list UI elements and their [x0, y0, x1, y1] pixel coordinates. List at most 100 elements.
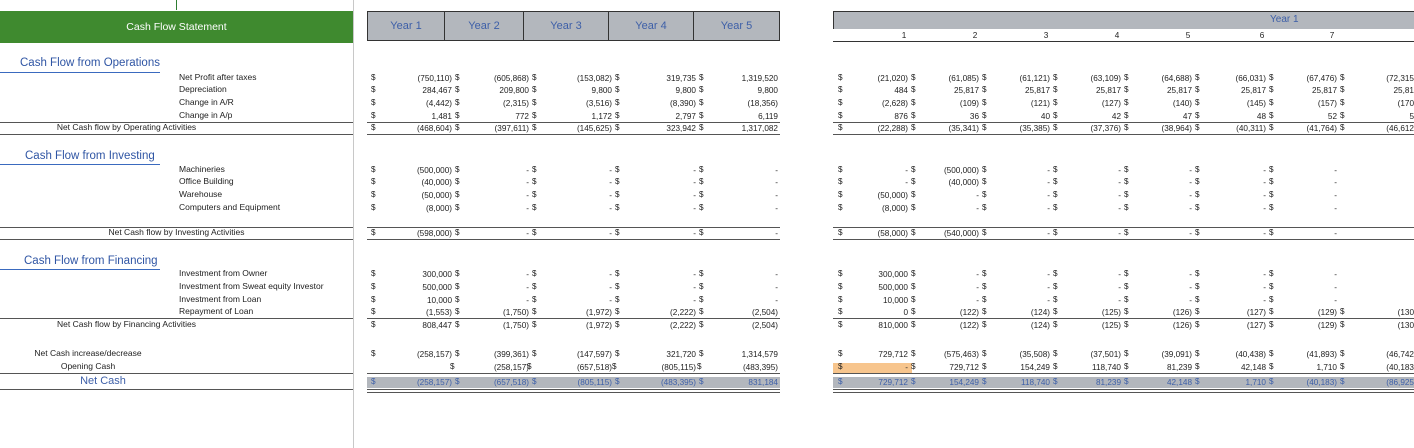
column-divider: [353, 0, 354, 448]
currency-symbol: $: [699, 349, 704, 358]
currency-symbol: $: [699, 165, 704, 174]
monthly-value: 48: [1256, 112, 1266, 121]
annual-value: (258,157): [416, 350, 452, 359]
monthly-value: (67,476): [1306, 74, 1338, 83]
row-label-inv_owner: Investment from Owner: [179, 268, 268, 278]
currency-symbol: $: [1269, 282, 1274, 291]
annual-value: -: [609, 166, 612, 175]
currency-symbol: $: [615, 190, 620, 199]
monthly-value: 47: [1182, 112, 1192, 121]
annual-value: -: [526, 191, 529, 200]
currency-symbol: $: [1269, 111, 1274, 120]
monthly-value: -: [1118, 204, 1121, 213]
currency-symbol: $: [615, 307, 620, 316]
annual-value: -: [775, 178, 778, 187]
currency-symbol: $: [450, 362, 455, 371]
currency-symbol: $: [1124, 203, 1129, 212]
currency-symbol: $: [982, 85, 987, 94]
currency-symbol: $: [1269, 73, 1274, 82]
currency-symbol: $: [1195, 295, 1200, 304]
currency-symbol: $: [455, 307, 460, 316]
annual-value: (1,972): [586, 308, 612, 317]
currency-symbol: $: [1269, 85, 1274, 94]
currency-symbol: $: [455, 228, 460, 237]
monthly-value: (122): [959, 308, 979, 317]
monthly-value: -: [1189, 270, 1192, 279]
annual-value: -: [775, 204, 778, 213]
row-border: [367, 122, 780, 123]
currency-symbol: $: [371, 85, 376, 94]
annual-value: (468,604): [416, 124, 452, 133]
monthly-value: (61,085): [948, 74, 980, 83]
currency-symbol: $: [1053, 269, 1058, 278]
monthly-value: 25,817: [1024, 86, 1050, 95]
row-border: [833, 239, 1414, 240]
currency-symbol: $: [371, 73, 376, 82]
currency-symbol: $: [615, 111, 620, 120]
monthly-value: -: [1334, 166, 1337, 175]
monthly-value: -: [1334, 204, 1337, 213]
currency-symbol: $: [371, 282, 376, 291]
month-header-underline: [833, 41, 1414, 42]
monthly-value: 25,817: [1095, 86, 1121, 95]
page-title: Cash Flow Statement: [0, 11, 353, 43]
monthly-value: (21,020): [877, 74, 909, 83]
monthly-value: (61,121): [1019, 74, 1051, 83]
monthly-value: -: [1263, 296, 1266, 305]
annual-value: (750,110): [417, 74, 452, 83]
monthly-value: (157): [1317, 99, 1337, 108]
monthly-value: -: [1118, 296, 1121, 305]
annual-value: -: [526, 296, 529, 305]
annual-value: -: [526, 178, 529, 187]
monthly-value: (540,000): [943, 229, 979, 238]
currency-symbol: $: [911, 203, 916, 212]
monthly-value: -: [1263, 191, 1266, 200]
annual-value: (2,504): [752, 308, 778, 317]
monthly-value: -: [976, 191, 979, 200]
currency-symbol: $: [532, 295, 537, 304]
annual-value: (4,442): [426, 99, 452, 108]
monthly-value: -: [976, 283, 979, 292]
monthly-value: (37,501): [1090, 350, 1122, 359]
currency-symbol: $: [1124, 307, 1129, 316]
row-label-machineries: Machineries: [179, 164, 225, 174]
annual-value: -: [526, 229, 529, 238]
annual-value: 1,481: [431, 112, 453, 121]
annual-value: -: [693, 296, 696, 305]
monthly-value: (40,183: [1386, 363, 1414, 372]
currency-symbol: $: [1053, 98, 1058, 107]
annual-value: 284,467: [422, 86, 452, 95]
row-label-inv_sweat: Investment from Sweat equity Investor: [179, 281, 324, 291]
annual-value: -: [609, 204, 612, 213]
year-header: Year 1: [367, 11, 445, 41]
row-label-repay_loan: Repayment of Loan: [179, 306, 254, 316]
currency-symbol: $: [615, 349, 620, 358]
annual-value: -: [609, 296, 612, 305]
currency-symbol: $: [838, 165, 843, 174]
monthly-value: (22,288): [877, 124, 909, 133]
row-border: [367, 318, 780, 319]
annual-value: (3,516): [586, 99, 612, 108]
currency-symbol: $: [838, 349, 843, 358]
annual-value: (605,868): [493, 74, 529, 83]
currency-symbol: $: [699, 73, 704, 82]
currency-symbol: $: [455, 377, 460, 386]
monthly-value: (40,000): [948, 178, 980, 187]
monthly-value: (140): [1172, 99, 1192, 108]
annual-value: (147,597): [576, 350, 612, 359]
currency-symbol: $: [615, 228, 620, 237]
monthly-value: 25,817: [1240, 86, 1266, 95]
monthly-value: (35,385): [1019, 124, 1051, 133]
currency-symbol: $: [1269, 190, 1274, 199]
currency-symbol: $: [982, 282, 987, 291]
currency-symbol: $: [982, 73, 987, 82]
monthly-value: (500,000): [943, 166, 979, 175]
annual-value: -: [693, 166, 696, 175]
monthly-value: (109): [959, 99, 979, 108]
row-label-inv_loan: Investment from Loan: [179, 294, 262, 304]
monthly-value: (121): [1030, 99, 1050, 108]
monthly-value: 500,000: [878, 283, 908, 292]
row-label-depreciation: Depreciation: [179, 84, 227, 94]
annual-value: (8,390): [670, 99, 696, 108]
month-number: 7: [1329, 31, 1335, 40]
